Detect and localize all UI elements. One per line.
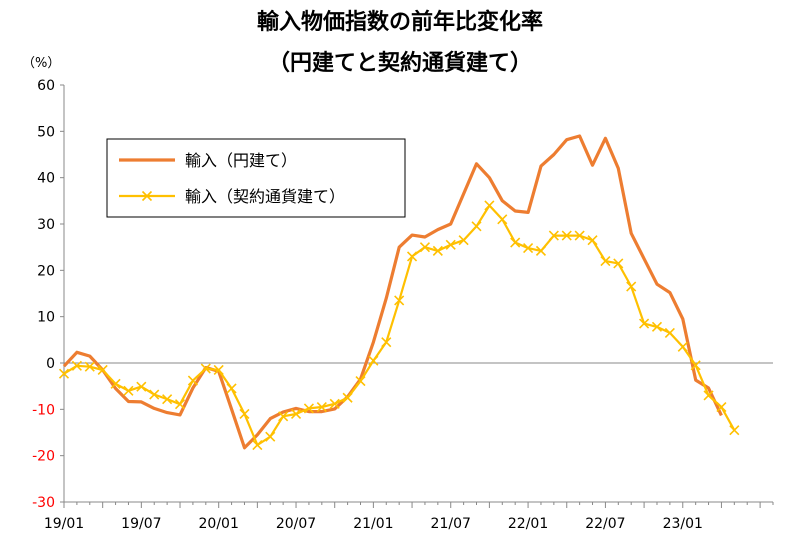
x-tick-label: 22/01: [508, 516, 548, 532]
data-point-marker: [329, 398, 340, 409]
legend-label-2: 輸入（契約通貨建て）: [185, 187, 345, 206]
data-point-marker: [639, 318, 650, 329]
data-point-marker: [355, 376, 366, 387]
data-point-marker: [716, 401, 727, 413]
x-tick-label: 22/07: [585, 516, 625, 532]
data-point-marker: [58, 368, 70, 379]
x-tick-label: 23/01: [663, 516, 703, 532]
data-point-marker: [729, 425, 740, 436]
legend-marker: [141, 190, 153, 202]
y-tick-label: 0: [46, 356, 55, 372]
x-tick-label: 21/01: [353, 516, 393, 532]
y-tick-label: 10: [37, 310, 55, 326]
data-point-marker: [97, 364, 108, 376]
data-point-marker: [523, 243, 534, 254]
y-tick-label: 50: [37, 124, 55, 140]
y-tick-label: 60: [37, 78, 55, 94]
data-point-marker: [574, 230, 585, 241]
x-tick-label: 19/01: [44, 516, 84, 532]
x-tick-label: 19/07: [121, 516, 161, 532]
data-point-marker: [239, 408, 250, 420]
data-point-marker: [316, 401, 327, 413]
data-point-marker: [200, 363, 211, 374]
y-tick-label: 40: [37, 171, 55, 187]
chart-subtitle: （円建てと契約通貨建て）: [267, 51, 532, 76]
legend-label-1: 輸入（円建て）: [185, 151, 297, 170]
data-point-marker: [252, 439, 263, 451]
data-point-marker: [213, 364, 224, 376]
data-point-marker: [368, 355, 379, 366]
data-point-marker: [445, 239, 456, 250]
data-point-marker: [677, 341, 688, 352]
data-point-marker: [265, 431, 276, 442]
data-point-marker: [136, 381, 147, 392]
data-point-marker: [187, 375, 198, 386]
data-point-marker: [561, 230, 572, 241]
data-point-marker: [303, 403, 314, 414]
data-point-marker: [535, 245, 547, 256]
x-tick-label: 20/07: [276, 516, 316, 532]
data-point-marker: [419, 242, 431, 253]
data-point-marker: [290, 408, 302, 420]
data-point-marker: [587, 235, 598, 246]
y-tick-label: 30: [37, 217, 55, 233]
chart-title: 輸入物価指数の前年比変化率: [256, 10, 543, 35]
data-point-marker: [226, 383, 237, 394]
data-point-marker: [123, 385, 134, 396]
data-point-marker: [471, 221, 482, 232]
data-point-marker: [84, 361, 95, 372]
data-point-marker: [162, 394, 173, 405]
data-point-marker: [510, 237, 521, 248]
x-tick-label: 21/07: [431, 516, 471, 532]
y-tick-label: -10: [32, 402, 55, 418]
data-point-marker: [149, 389, 160, 400]
data-point-marker: [651, 321, 663, 332]
data-point-marker: [381, 337, 392, 348]
data-point-marker: [174, 399, 186, 410]
y-axis-unit-label: （%）: [22, 56, 61, 71]
data-point-marker: [394, 295, 405, 306]
data-point-marker: [613, 258, 624, 269]
data-point-marker: [342, 392, 353, 403]
data-point-marker: [600, 256, 611, 267]
data-point-marker: [432, 245, 443, 256]
y-tick-label: 20: [37, 263, 55, 279]
data-point-marker: [690, 360, 701, 371]
series-line-1: [62, 134, 723, 450]
data-point-marker: [626, 281, 637, 292]
legend-box: [106, 138, 406, 218]
data-point-marker: [484, 200, 495, 211]
y-tick-label: -30: [32, 495, 55, 511]
data-point-marker: [406, 251, 418, 262]
data-point-marker: [110, 378, 121, 389]
data-point-marker: [703, 390, 714, 401]
x-tick-label: 20/01: [199, 516, 239, 532]
data-point-marker: [458, 235, 469, 246]
data-point-marker: [664, 327, 675, 338]
data-point-marker: [278, 411, 289, 422]
y-tick-label: -20: [32, 449, 55, 465]
data-point-marker: [71, 360, 82, 371]
data-point-marker: [548, 230, 559, 241]
data-point-marker: [497, 214, 508, 225]
